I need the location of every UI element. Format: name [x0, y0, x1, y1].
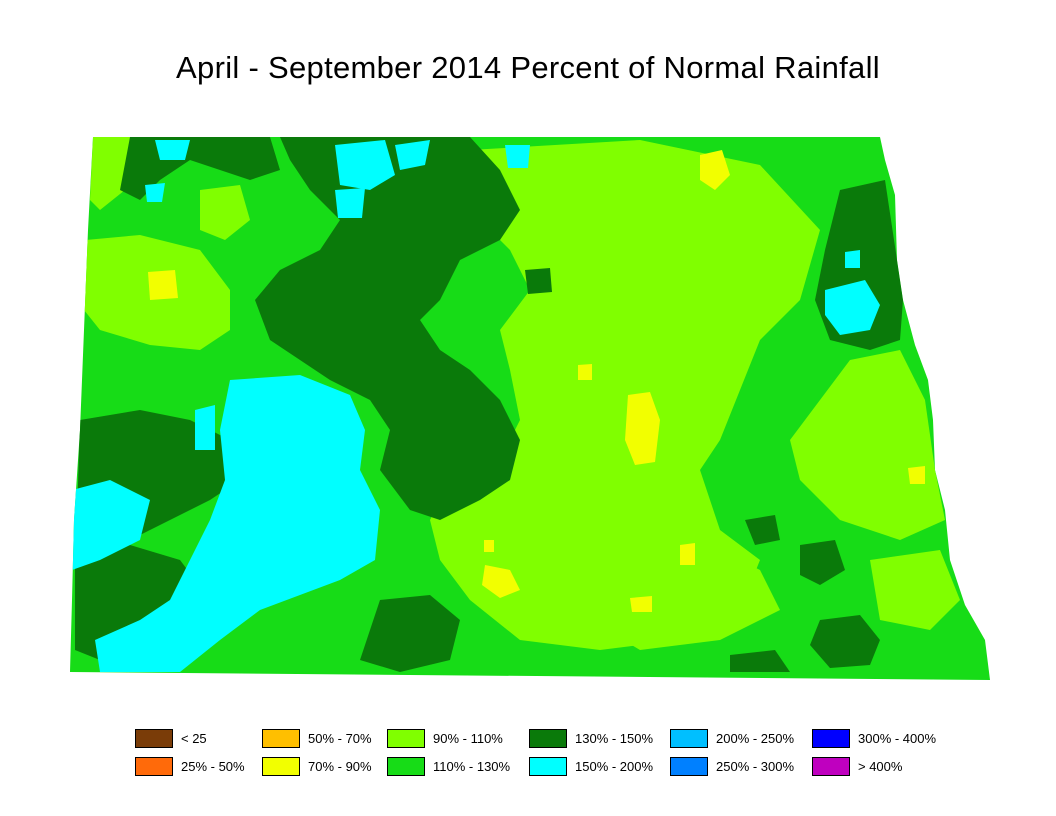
- legend-swatch: [135, 756, 173, 776]
- map-title: April - September 2014 Percent of Normal…: [176, 50, 880, 85]
- zone-150-200-large-west: [95, 375, 380, 672]
- zone-130-150-north-blob: [525, 268, 552, 294]
- legend-label: 70% - 90%: [308, 758, 372, 774]
- zone-70-90-mid: [578, 364, 592, 380]
- zone-90-110-northwest: [90, 137, 130, 210]
- legend-swatch: [387, 728, 425, 748]
- zone-70-90-west: [148, 270, 178, 300]
- legend-swatch: [135, 728, 173, 748]
- legend-item: 130% - 150%: [529, 727, 653, 749]
- zone-70-90-south2: [630, 596, 652, 612]
- zone-70-90-small1: [484, 540, 494, 552]
- zone-70-90-south: [482, 565, 520, 598]
- zone-130-150-south-blob: [730, 650, 790, 672]
- zone-150-200-north-1: [335, 140, 395, 190]
- legend-item: 50% - 70%: [262, 727, 372, 749]
- legend-item: > 400%: [812, 755, 902, 777]
- zone-150-200-southwest: [72, 480, 150, 570]
- legend-item: 70% - 90%: [262, 755, 372, 777]
- legend: < 25 25% - 50% 50% - 70% 70% - 90% 90% - 110…: [135, 727, 955, 781]
- zone-150-200-northwest: [155, 140, 190, 160]
- legend-item: 250% - 300%: [670, 755, 794, 777]
- legend-swatch: [670, 756, 708, 776]
- zone-130-150-north-central: [255, 137, 520, 520]
- legend-swatch: [262, 756, 300, 776]
- zone-130-150-east-blob: [800, 540, 845, 585]
- legend-label: 150% - 200%: [575, 758, 654, 774]
- zone-90-110-east: [790, 350, 945, 540]
- legend-swatch: [387, 756, 425, 776]
- zone-130-150-southeast: [810, 615, 880, 668]
- legend-label: < 25: [181, 730, 207, 746]
- zone-70-90-north: [700, 150, 730, 190]
- zone-90-110-north: [200, 185, 250, 240]
- zone-150-200-west-small: [195, 405, 215, 450]
- legend-item: < 25: [135, 727, 207, 749]
- legend-label: 250% - 300%: [716, 758, 795, 774]
- legend-item: 300% - 400%: [812, 727, 936, 749]
- legend-label: > 400%: [858, 758, 903, 774]
- zone-70-90-southeast: [680, 543, 695, 565]
- legend-item: 200% - 250%: [670, 727, 794, 749]
- legend-label: 300% - 400%: [858, 730, 937, 746]
- zone-150-200-north-3: [505, 145, 530, 168]
- legend-label: 90% - 110%: [433, 730, 503, 746]
- legend-item: 90% - 110%: [387, 727, 503, 749]
- rainfall-zones: [70, 137, 990, 680]
- legend-label: 25% - 50%: [181, 758, 245, 774]
- legend-swatch: [670, 728, 708, 748]
- zone-90-110-central: [430, 140, 820, 650]
- zone-70-90-center: [625, 392, 660, 465]
- legend-swatch: [529, 756, 567, 776]
- zone-150-200-east-lake: [825, 280, 880, 335]
- zone-150-200-east-small: [845, 250, 860, 268]
- zone-90-110-south: [590, 540, 780, 650]
- zone-130-150-east-small: [745, 515, 780, 545]
- zone-90-110-southeast: [870, 550, 960, 630]
- legend-item: 110% - 130%: [387, 755, 510, 777]
- zone-130-150-center-south: [360, 595, 460, 672]
- legend-label: 110% - 130%: [433, 758, 511, 774]
- legend-swatch: [262, 728, 300, 748]
- legend-label: 130% - 150%: [575, 730, 654, 746]
- legend-item: 25% - 50%: [135, 755, 245, 777]
- zone-150-200-northwest-2: [145, 183, 165, 202]
- legend-swatch: [812, 756, 850, 776]
- legend-label: 50% - 70%: [308, 730, 372, 746]
- zone-150-200-north-4: [335, 188, 365, 218]
- zone-150-200-north-2: [395, 140, 430, 170]
- zone-70-90-east: [908, 466, 925, 484]
- legend-swatch: [529, 728, 567, 748]
- legend-item: 150% - 200%: [529, 755, 653, 777]
- legend-label: 200% - 250%: [716, 730, 795, 746]
- legend-swatch: [812, 728, 850, 748]
